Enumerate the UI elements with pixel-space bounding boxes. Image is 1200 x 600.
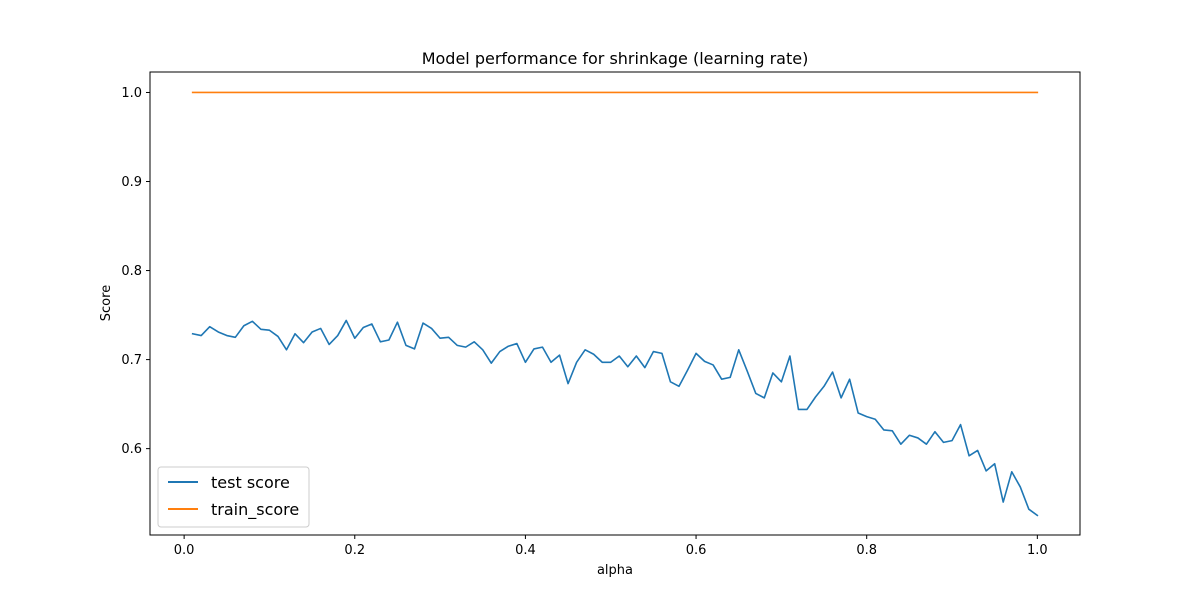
x-tick-label: 0.6 xyxy=(686,543,707,558)
y-tick-label: 0.9 xyxy=(121,175,142,190)
x-tick-label: 0.0 xyxy=(174,543,195,558)
y-tick-label: 0.7 xyxy=(121,353,142,368)
axes-frame xyxy=(149,71,1081,536)
x-tick-label: 0.4 xyxy=(515,543,536,558)
y-axis-ticks: 0.6 0.7 0.8 0.9 1.0 xyxy=(121,86,150,457)
y-tick-label: 0.6 xyxy=(121,442,142,457)
legend-label-train-score: train_score xyxy=(211,500,299,520)
series-line-test-score xyxy=(191,319,1039,517)
y-axis-label: Score xyxy=(99,285,114,321)
x-tick-label: 0.2 xyxy=(344,543,365,558)
x-axis-ticks: 0.0 0.2 0.4 0.6 0.8 1.0 xyxy=(174,535,1048,558)
chart-title: Model performance for shrinkage (learnin… xyxy=(422,49,809,68)
plot-area: 0.0 0.2 0.4 0.6 0.8 1.0 0.6 0.7 0.8 0.9 1.0 xyxy=(121,71,1081,558)
legend: test score train_score xyxy=(157,466,310,528)
x-axis-label: alpha xyxy=(597,563,633,578)
legend-label-test-score: test score xyxy=(211,473,290,492)
x-tick-label: 1.0 xyxy=(1027,543,1048,558)
y-tick-label: 0.8 xyxy=(121,264,142,279)
y-tick-label: 1.0 xyxy=(121,86,142,101)
x-tick-label: 0.8 xyxy=(856,543,877,558)
series-layer xyxy=(191,91,1039,517)
